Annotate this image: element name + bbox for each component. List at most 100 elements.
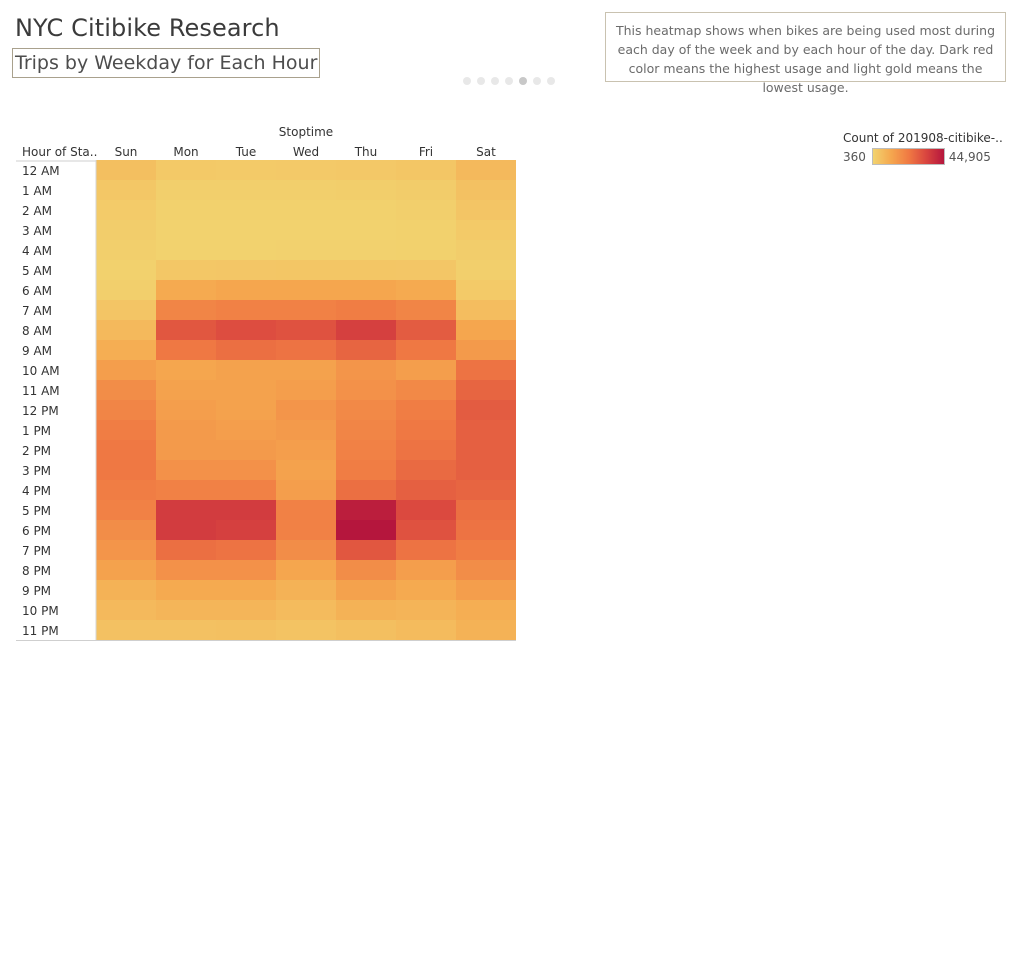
heatmap-cell[interactable] (156, 260, 216, 280)
heatmap-cell[interactable] (216, 580, 276, 600)
heatmap-cell[interactable] (216, 540, 276, 560)
heatmap-cell[interactable] (336, 600, 396, 620)
heatmap-cell[interactable] (456, 320, 516, 340)
heatmap-cell[interactable] (456, 480, 516, 500)
heatmap-cell[interactable] (216, 620, 276, 640)
heatmap-cell[interactable] (456, 220, 516, 240)
heatmap-cell[interactable] (456, 440, 516, 460)
heatmap-cell[interactable] (216, 260, 276, 280)
heatmap-cell[interactable] (216, 440, 276, 460)
heatmap-cell[interactable] (396, 380, 456, 400)
heatmap-cell[interactable] (276, 600, 336, 620)
story-dot-4[interactable] (505, 77, 513, 85)
heatmap-cell[interactable] (336, 500, 396, 520)
heatmap-cell[interactable] (96, 500, 156, 520)
heatmap-cell[interactable] (96, 420, 156, 440)
heatmap-cell[interactable] (396, 480, 456, 500)
heatmap-cell[interactable] (276, 620, 336, 640)
heatmap-cell[interactable] (456, 460, 516, 480)
heatmap-cell[interactable] (96, 580, 156, 600)
heatmap-chart[interactable]: Stoptime Hour of Sta.. Sun Mon Tue Wed Thu Fri S… (0, 120, 530, 650)
heatmap-cell[interactable] (396, 180, 456, 200)
heatmap-cell[interactable] (336, 400, 396, 420)
story-dot-1[interactable] (463, 77, 471, 85)
heatmap-cell[interactable] (216, 500, 276, 520)
story-dot-3[interactable] (491, 77, 499, 85)
heatmap-cell[interactable] (396, 600, 456, 620)
heatmap-cell[interactable] (396, 160, 456, 180)
heatmap-cell[interactable] (276, 240, 336, 260)
heatmap-cell[interactable] (276, 300, 336, 320)
heatmap-cell[interactable] (276, 540, 336, 560)
heatmap-cell[interactable] (456, 260, 516, 280)
heatmap-cell[interactable] (336, 180, 396, 200)
heatmap-cell[interactable] (156, 360, 216, 380)
heatmap-cell[interactable] (336, 540, 396, 560)
heatmap-cell[interactable] (156, 300, 216, 320)
heatmap-cell[interactable] (216, 460, 276, 480)
heatmap-cell[interactable] (156, 160, 216, 180)
heatmap-cell[interactable] (396, 300, 456, 320)
heatmap-cell[interactable] (396, 420, 456, 440)
heatmap-cell[interactable] (96, 540, 156, 560)
heatmap-cell[interactable] (96, 460, 156, 480)
heatmap-cell[interactable] (396, 500, 456, 520)
heatmap-cell[interactable] (396, 200, 456, 220)
heatmap-cell[interactable] (336, 200, 396, 220)
heatmap-cell[interactable] (216, 520, 276, 540)
heatmap-cell[interactable] (96, 200, 156, 220)
heatmap-cell[interactable] (96, 220, 156, 240)
heatmap-cell[interactable] (216, 320, 276, 340)
heatmap-cell[interactable] (276, 400, 336, 420)
story-dot-5[interactable] (519, 77, 527, 85)
heatmap-cell[interactable] (336, 480, 396, 500)
heatmap-cell[interactable] (96, 240, 156, 260)
heatmap-cell[interactable] (96, 620, 156, 640)
heatmap-cell[interactable] (276, 500, 336, 520)
heatmap-cell[interactable] (276, 360, 336, 380)
heatmap-cell[interactable] (276, 520, 336, 540)
heatmap-cell[interactable] (156, 400, 216, 420)
heatmap-cell[interactable] (396, 620, 456, 640)
heatmap-cell[interactable] (456, 520, 516, 540)
heatmap-cell[interactable] (456, 360, 516, 380)
heatmap-cell[interactable] (156, 320, 216, 340)
heatmap-cell[interactable] (216, 560, 276, 580)
heatmap-cell[interactable] (456, 160, 516, 180)
heatmap-cell[interactable] (276, 260, 336, 280)
heatmap-cell[interactable] (456, 500, 516, 520)
heatmap-cell[interactable] (156, 280, 216, 300)
heatmap-cell[interactable] (456, 400, 516, 420)
heatmap-cell[interactable] (456, 560, 516, 580)
heatmap-cell[interactable] (156, 520, 216, 540)
heatmap-cell[interactable] (216, 240, 276, 260)
story-dot-7[interactable] (547, 77, 555, 85)
heatmap-cell[interactable] (456, 180, 516, 200)
heatmap-cell[interactable] (216, 340, 276, 360)
heatmap-cell[interactable] (396, 260, 456, 280)
heatmap-cell[interactable] (336, 320, 396, 340)
heatmap-cell[interactable] (216, 280, 276, 300)
heatmap-cell[interactable] (456, 580, 516, 600)
heatmap-cell[interactable] (96, 600, 156, 620)
heatmap-cell[interactable] (216, 220, 276, 240)
heatmap-cell[interactable] (96, 400, 156, 420)
heatmap-cell[interactable] (156, 500, 216, 520)
heatmap-cell[interactable] (96, 160, 156, 180)
heatmap-cell[interactable] (336, 580, 396, 600)
heatmap-cell[interactable] (156, 600, 216, 620)
heatmap-cell[interactable] (336, 160, 396, 180)
heatmap-cell[interactable] (336, 360, 396, 380)
heatmap-cell[interactable] (336, 220, 396, 240)
heatmap-cell[interactable] (156, 480, 216, 500)
heatmap-cell[interactable] (276, 480, 336, 500)
heatmap-cell[interactable] (96, 480, 156, 500)
heatmap-cell[interactable] (216, 400, 276, 420)
heatmap-cell[interactable] (276, 340, 336, 360)
heatmap-cell[interactable] (456, 620, 516, 640)
heatmap-cell[interactable] (276, 580, 336, 600)
heatmap-cell[interactable] (156, 580, 216, 600)
story-navigation-dots[interactable] (463, 77, 555, 85)
heatmap-cell[interactable] (396, 400, 456, 420)
heatmap-cell[interactable] (216, 160, 276, 180)
